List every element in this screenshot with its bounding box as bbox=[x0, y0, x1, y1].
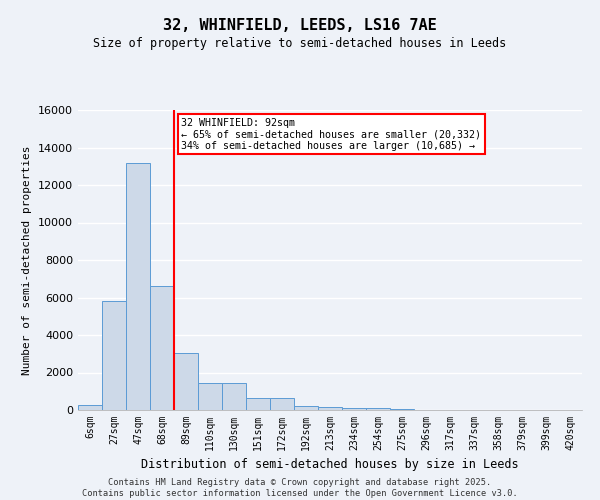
Bar bbox=[126, 162, 150, 410]
Text: 32, WHINFIELD, LEEDS, LS16 7AE: 32, WHINFIELD, LEEDS, LS16 7AE bbox=[163, 18, 437, 32]
Bar bbox=[78, 406, 102, 410]
Bar bbox=[390, 409, 414, 410]
Text: Contains HM Land Registry data © Crown copyright and database right 2025.
Contai: Contains HM Land Registry data © Crown c… bbox=[82, 478, 518, 498]
Bar bbox=[222, 383, 246, 410]
Text: Size of property relative to semi-detached houses in Leeds: Size of property relative to semi-detach… bbox=[94, 38, 506, 51]
Bar bbox=[198, 383, 222, 410]
X-axis label: Distribution of semi-detached houses by size in Leeds: Distribution of semi-detached houses by … bbox=[141, 458, 519, 471]
Bar bbox=[102, 301, 126, 410]
Bar bbox=[174, 353, 198, 410]
Bar bbox=[270, 398, 294, 410]
Bar bbox=[150, 286, 174, 410]
Y-axis label: Number of semi-detached properties: Number of semi-detached properties bbox=[22, 145, 32, 375]
Bar bbox=[294, 406, 318, 410]
Text: 32 WHINFIELD: 92sqm
← 65% of semi-detached houses are smaller (20,332)
34% of se: 32 WHINFIELD: 92sqm ← 65% of semi-detach… bbox=[181, 118, 481, 150]
Bar bbox=[342, 408, 366, 410]
Bar bbox=[246, 398, 270, 410]
Bar bbox=[366, 408, 390, 410]
Bar bbox=[318, 406, 342, 410]
